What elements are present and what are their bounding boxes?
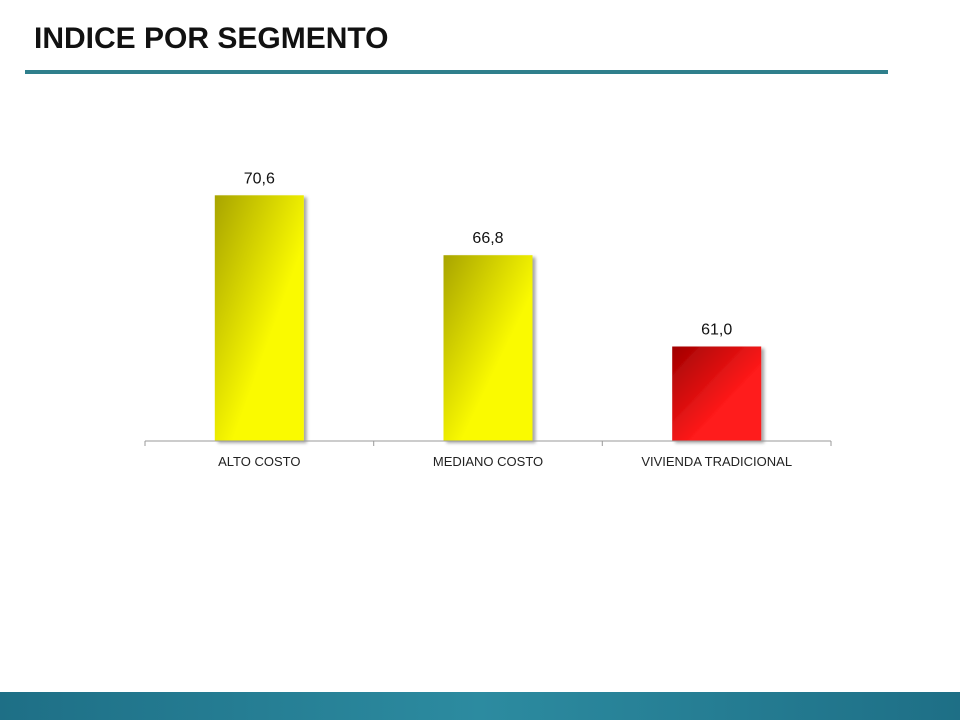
x-tick-label: MEDIANO COSTO xyxy=(433,454,543,469)
bar-mediano-costo xyxy=(443,255,533,441)
x-tick-label: ALTO COSTO xyxy=(218,454,300,469)
x-tick-label: VIVIENDA TRADICIONAL xyxy=(641,454,792,469)
x-axis: ALTO COSTO MEDIANO COSTO VIVIENDA TRADICIO… xyxy=(144,440,832,469)
bars-layer xyxy=(214,195,762,441)
bar-vivienda-tradicional xyxy=(672,346,762,441)
footer-band xyxy=(0,692,960,720)
page-title: INDICE POR SEGMENTO xyxy=(34,22,389,55)
data-label: 70,6 xyxy=(244,170,275,187)
data-label: 61,0 xyxy=(701,322,732,339)
data-label: 66,8 xyxy=(472,230,503,247)
title-divider xyxy=(25,70,888,74)
data-labels-layer: 70,6 66,8 61,0 xyxy=(244,170,733,338)
bar-alto-costo xyxy=(214,195,304,441)
